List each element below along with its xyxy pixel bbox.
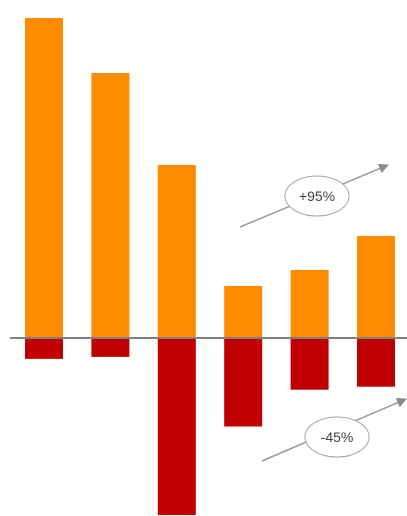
annotation-negative: -45% [261,397,407,462]
bar-positive-2 [91,73,130,338]
bar-positive-5 [290,270,329,338]
annotation-label-positive: +95% [299,188,335,204]
bar-positive-4 [224,286,263,338]
bar-negative-3 [157,338,196,515]
annotation-positive: +95% [239,163,389,228]
bar-positive-3 [157,165,196,338]
bar-negative-2 [91,338,130,357]
bar-positive-6 [357,236,395,338]
annotation-bubble-positive [284,175,350,217]
annotation-bubble-negative [304,416,370,458]
bar-positive-1 [25,18,63,338]
annotation-label-negative: -45% [321,429,354,445]
bar-negative-1 [25,338,63,359]
bar-negative-6 [357,338,395,387]
bars-layer [25,18,395,515]
bar-negative-5 [290,338,329,390]
bar-negative-4 [224,338,263,427]
